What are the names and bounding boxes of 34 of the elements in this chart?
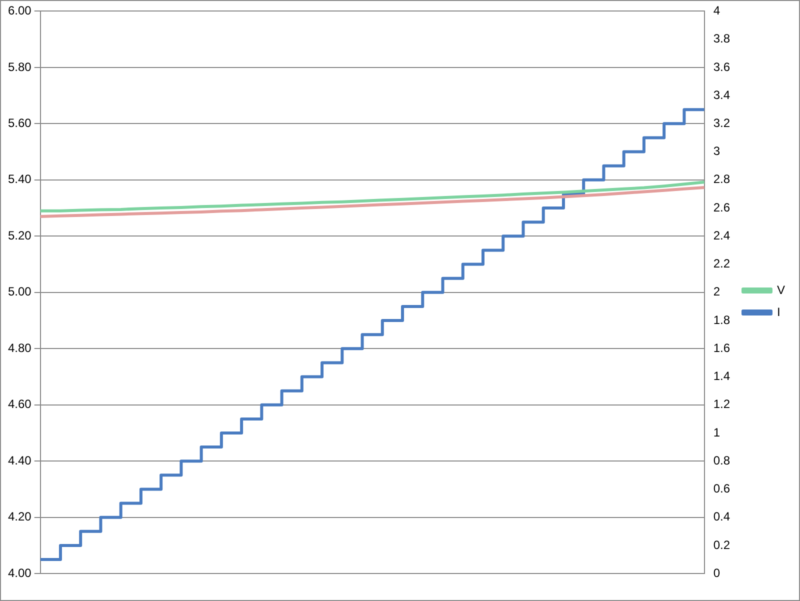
- y-tick-label: 4.00: [8, 566, 32, 580]
- y2-tick-label: 3.2: [713, 116, 730, 130]
- y-tick-label: 5.00: [8, 284, 32, 299]
- y-tick-label: 4.20: [8, 510, 32, 524]
- y-tick-label: 5.40: [8, 172, 32, 186]
- y2-tick-label: 1.6: [713, 340, 730, 355]
- y2-tick-label: 3: [713, 144, 720, 158]
- y2-tick-label: 3.6: [713, 60, 730, 74]
- y-tick-label: 5.60: [8, 116, 32, 130]
- legend-label: V: [776, 282, 786, 297]
- y-tick-label: 6.00: [8, 4, 32, 18]
- y2-tick-label: 2.2: [713, 256, 730, 271]
- y-tick-label: 4.40: [8, 453, 32, 468]
- y2-tick-label: 3.8: [713, 32, 730, 46]
- y2-tick-label: 1.8: [713, 312, 730, 327]
- y2-tick-label: 1.4: [713, 369, 730, 384]
- y2-tick-label: 0: [713, 566, 720, 580]
- y2-tick-label: 0.4: [713, 510, 730, 524]
- y-tick-label: 5.80: [8, 60, 32, 74]
- y2-tick-label: 3.4: [713, 88, 730, 102]
- y2-tick-label: 0.2: [713, 538, 730, 552]
- y2-tick-label: 2.8: [713, 172, 730, 186]
- y2-tick-label: 1: [713, 425, 720, 440]
- y-tick-label: 5.20: [8, 228, 32, 242]
- y2-tick-label: 2.6: [713, 200, 730, 214]
- y2-tick-label: 1.2: [713, 397, 730, 412]
- legend-label: I: [776, 304, 780, 319]
- y-tick-label: 4.80: [8, 340, 32, 355]
- y2-tick-label: 4: [713, 4, 720, 18]
- y2-tick-label: 2.4: [713, 228, 730, 242]
- y2-tick-label: 2: [713, 284, 720, 299]
- y2-tick-label: 0.6: [713, 482, 730, 496]
- y-tick-label: 4.60: [8, 397, 32, 412]
- y2-tick-label: 0.8: [713, 453, 730, 468]
